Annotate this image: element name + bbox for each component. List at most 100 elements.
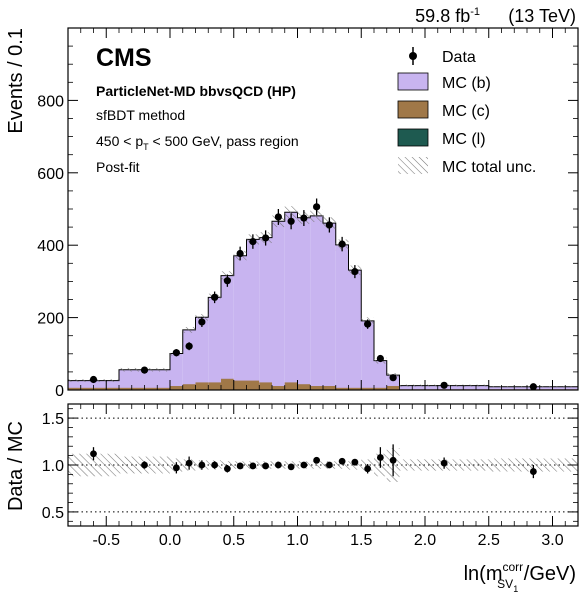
y-tick-label: 600 [37, 166, 64, 183]
mc-c-bar [182, 384, 196, 390]
mc-c-bar [208, 382, 221, 390]
data-point [376, 354, 384, 363]
x-tick-label: 0.5 [223, 532, 245, 549]
legend-label-data: Data [442, 49, 476, 66]
ratio-point [223, 465, 231, 473]
mc-b-bar [335, 244, 349, 390]
ratio-point [376, 454, 384, 461]
data-point [223, 277, 231, 285]
ratio-point [300, 461, 308, 469]
data-point [274, 213, 282, 221]
ratio-point [90, 450, 97, 458]
mc-c-bar [259, 382, 272, 390]
ratio-point [351, 458, 359, 466]
mc-b-bar [182, 329, 196, 390]
y-tick-label: 1.5 [42, 411, 64, 428]
ratio-unc-box [335, 461, 349, 469]
ratio-points [90, 444, 537, 479]
y-tick-label: 200 [37, 311, 64, 328]
mc-stack [68, 211, 578, 390]
data-point [172, 349, 180, 357]
ratio-point [389, 456, 397, 464]
mc-b-bar [284, 212, 298, 390]
ratio-point [325, 461, 333, 469]
data-point [198, 318, 206, 326]
legend-item-mc-l: MC (l) [397, 128, 486, 148]
ratio-point [141, 461, 148, 469]
data-point [236, 249, 244, 258]
y-tick-label: 0.5 [42, 505, 64, 522]
x-tick-label: 2.0 [414, 532, 436, 549]
fit-label: Post-fit [96, 159, 140, 175]
upper-x-ticks [80, 28, 566, 390]
data-point [338, 240, 346, 248]
ratio-point [364, 465, 372, 473]
mc-b-bar [119, 369, 170, 390]
data-point [287, 217, 295, 225]
mc-c-bar [246, 380, 260, 390]
mc-b-bar [246, 239, 260, 390]
mc-unc-box [182, 327, 196, 333]
mc-b-bar [259, 237, 272, 390]
legend-label-unc: MC total unc. [442, 159, 536, 176]
y-tick-label: 800 [37, 93, 64, 110]
mc-c-bar [272, 386, 285, 390]
ratio-point [313, 456, 321, 464]
lower-panel: 0.5 1.0 1.5 -0.5 0.0 0.5 1.0 1.5 2.0 2.5 3.0 Data… [5, 403, 579, 593]
legend-label-mc-b: MC (b) [442, 75, 491, 92]
ratio-unc-box [68, 453, 119, 477]
ratio-point [529, 468, 537, 475]
mc-b-bar [221, 275, 234, 390]
y-tick-label: 400 [37, 238, 64, 255]
ratio-point [440, 459, 448, 467]
mc-unc-box [284, 206, 298, 219]
data-point [364, 320, 372, 328]
legend-item-mc-c: MC (c) [397, 100, 490, 120]
y-tick-label: 0 [55, 383, 64, 400]
upper-y-axis: 0 200 400 600 800 [37, 45, 578, 400]
x-tick-label: 1.5 [350, 532, 372, 549]
mc-c-bar [195, 382, 209, 390]
mc-c-bar [310, 386, 323, 390]
x-tick-label: 0.0 [159, 532, 181, 549]
header: 59.8 fb-1 (13 TeV) [415, 6, 576, 26]
mc-c-bar [323, 386, 336, 390]
x-tick-label: 1.0 [286, 532, 308, 549]
legend-label-mc-l: MC (l) [442, 131, 486, 148]
mc-c-bar [335, 387, 349, 390]
mc-c-bar [374, 387, 387, 390]
data-point [211, 293, 219, 301]
x-tick-label: -0.5 [92, 532, 120, 549]
mc-c-bar [233, 380, 247, 390]
mc-c-bar [348, 387, 362, 390]
ratio-point [198, 461, 206, 469]
x-axis-title: ln(mcorr SV1 /GeV) [464, 560, 576, 593]
mc-b-bar [310, 215, 323, 390]
tagger-label: ParticleNet-MD bbvsQCD (HP) [96, 83, 296, 99]
mc-b-bar [297, 217, 311, 390]
mc-b-bar [170, 353, 183, 390]
data-point [313, 203, 321, 211]
data-point [89, 375, 98, 384]
mc-unc-box [310, 209, 323, 223]
data-points [89, 198, 537, 391]
mc-c-bar [386, 386, 400, 390]
y-tick-label: 1.0 [42, 458, 64, 475]
ratio-point [338, 457, 346, 465]
data-point [440, 381, 448, 389]
lower-y-axis-title: Data / MC [5, 421, 27, 511]
ratio-point [287, 463, 295, 471]
ratio-point [211, 461, 219, 469]
mc-b-bar [233, 255, 247, 390]
cms-label: CMS [96, 44, 152, 72]
mc-c-bar [170, 386, 183, 390]
ratio-point [172, 464, 180, 472]
legend-item-mc-b: MC (b) [397, 72, 491, 92]
legend-item-unc: MC total unc. [398, 157, 536, 176]
data-point [325, 221, 333, 229]
data-point [300, 214, 308, 222]
ratio-point [249, 462, 257, 470]
energy-label: (13 TeV) [508, 6, 576, 26]
data-point [529, 383, 537, 391]
